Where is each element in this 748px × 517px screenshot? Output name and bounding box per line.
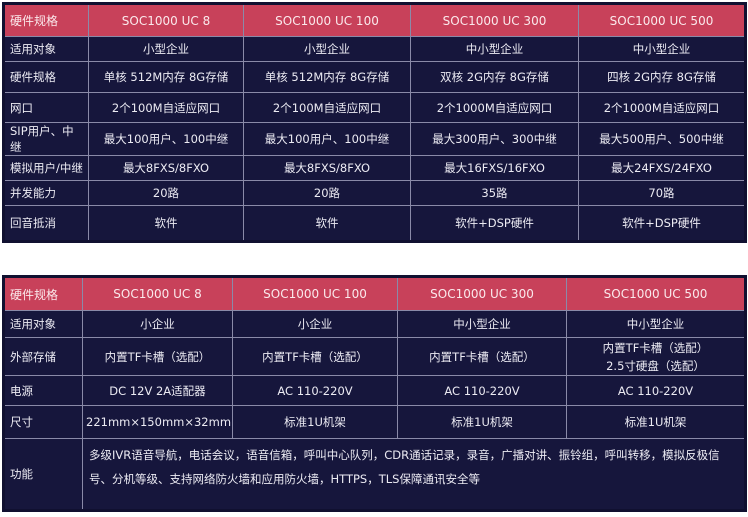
row-value: 中小型企业 bbox=[566, 310, 746, 338]
spec-table-2: 硬件规格 SOC1000 UC 8 SOC1000 UC 100 SOC1000 UC… bbox=[2, 275, 747, 512]
row-value: 20路 bbox=[243, 180, 411, 206]
row-value: 2个1000M自适应网口 bbox=[410, 92, 579, 123]
row-value: 最大100用户、100中继 bbox=[243, 122, 411, 156]
row-value: 单核 512M内存 8G存储 bbox=[88, 61, 244, 93]
function-text: 多级IVR语音导航，电话会议，语音信箱，呼叫中心队列，CDR通话记录，录音，广播… bbox=[82, 438, 746, 511]
row-value: 内置TF卡槽（选配） bbox=[232, 337, 398, 376]
row-value: AC 110-220V bbox=[566, 375, 746, 406]
row-value: 中小型企业 bbox=[578, 36, 746, 62]
row-label: 网口 bbox=[3, 92, 89, 123]
row-label: 回音抵消 bbox=[3, 205, 89, 242]
row-value: 软件 bbox=[243, 205, 411, 242]
row-value: 中小型企业 bbox=[397, 310, 567, 338]
row-value: 最大8FXS/8FXO bbox=[243, 155, 411, 181]
table-row: 回音抵消 软件 软件 软件+DSP硬件 软件+DSP硬件 bbox=[3, 205, 746, 242]
header-row: 硬件规格 SOC1000 UC 8 SOC1000 UC 100 SOC1000 UC… bbox=[3, 276, 746, 311]
row-value: 最大100用户、100中继 bbox=[88, 122, 244, 156]
row-value: 内置TF卡槽（选配） 2.5寸硬盘（选配） bbox=[566, 337, 746, 376]
table-row: 网口 2个100M自适应网口 2个100M自适应网口 2个1000M自适应网口 2个10… bbox=[3, 92, 746, 123]
row-value: 小型企业 bbox=[88, 36, 244, 62]
row-value: 2个100M自适应网口 bbox=[243, 92, 411, 123]
row-label: 尺寸 bbox=[3, 405, 83, 439]
row-value: 2个100M自适应网口 bbox=[88, 92, 244, 123]
row-value: 双核 2G内存 8G存储 bbox=[410, 61, 579, 93]
header-model: SOC1000 UC 100 bbox=[232, 276, 398, 311]
row-value: 标准1U机架 bbox=[566, 405, 746, 439]
row-value: 小企业 bbox=[82, 310, 233, 338]
row-value: DC 12V 2A适配器 bbox=[82, 375, 233, 406]
row-value: 软件 bbox=[88, 205, 244, 242]
row-value: 最大300用户、300中继 bbox=[410, 122, 579, 156]
row-value: 35路 bbox=[410, 180, 579, 206]
header-model: SOC1000 UC 100 bbox=[243, 3, 411, 37]
row-value: 最大8FXS/8FXO bbox=[88, 155, 244, 181]
header-label: 硬件规格 bbox=[3, 276, 83, 311]
row-value: 标准1U机架 bbox=[397, 405, 567, 439]
row-label: 电源 bbox=[3, 375, 83, 406]
row-label: 功能 bbox=[3, 438, 83, 511]
row-value: 小企业 bbox=[232, 310, 398, 338]
row-label: 外部存储 bbox=[3, 337, 83, 376]
function-row: 功能 多级IVR语音导航，电话会议，语音信箱，呼叫中心队列，CDR通话记录，录音，… bbox=[3, 438, 746, 511]
row-value: 软件+DSP硬件 bbox=[578, 205, 746, 242]
storage-option: 内置TF卡槽（选配） bbox=[602, 340, 709, 355]
table-row: 并发能力 20路 20路 35路 70路 bbox=[3, 180, 746, 206]
row-label: 模拟用户/中继 bbox=[3, 155, 89, 181]
header-model: SOC1000 UC 300 bbox=[410, 3, 579, 37]
table-row: 尺寸 221mm×150mm×32mm 标准1U机架 标准1U机架 标准1U机架 bbox=[3, 405, 746, 439]
row-label: SIP用户、中继 bbox=[3, 122, 89, 156]
row-value: 最大24FXS/24FXO bbox=[578, 155, 746, 181]
spec-table-1: 硬件规格 SOC1000 UC 8 SOC1000 UC 100 SOC1000 UC… bbox=[2, 2, 747, 243]
row-label: 适用对象 bbox=[3, 310, 83, 338]
header-row: 硬件规格 SOC1000 UC 8 SOC1000 UC 100 SOC1000 UC… bbox=[3, 3, 746, 37]
table-row: 外部存储 内置TF卡槽（选配） 内置TF卡槽（选配） 内置TF卡槽（选配） 内置TF卡槽… bbox=[3, 337, 746, 376]
header-model: SOC1000 UC 500 bbox=[566, 276, 746, 311]
header-model: SOC1000 UC 500 bbox=[578, 3, 746, 37]
row-label: 并发能力 bbox=[3, 180, 89, 206]
row-value: 2个1000M自适应网口 bbox=[578, 92, 746, 123]
row-value: AC 110-220V bbox=[397, 375, 567, 406]
header-model: SOC1000 UC 8 bbox=[88, 3, 244, 37]
row-value: 四核 2G内存 8G存储 bbox=[578, 61, 746, 93]
row-label: 硬件规格 bbox=[3, 61, 89, 93]
row-value: 标准1U机架 bbox=[232, 405, 398, 439]
row-value: 软件+DSP硬件 bbox=[410, 205, 579, 242]
table-row: 适用对象 小型企业 小型企业 中小型企业 中小型企业 bbox=[3, 36, 746, 62]
row-value: 221mm×150mm×32mm bbox=[82, 405, 233, 439]
row-value: AC 110-220V bbox=[232, 375, 398, 406]
row-value: 中小型企业 bbox=[410, 36, 579, 62]
row-value: 单核 512M内存 8G存储 bbox=[243, 61, 411, 93]
table-row: SIP用户、中继 最大100用户、100中继 最大100用户、100中继 最大300用… bbox=[3, 122, 746, 156]
table-row: 模拟用户/中继 最大8FXS/8FXO 最大8FXS/8FXO 最大16FXS/16F… bbox=[3, 155, 746, 181]
row-value: 20路 bbox=[88, 180, 244, 206]
table-row: 硬件规格 单核 512M内存 8G存储 单核 512M内存 8G存储 双核 2G内存 … bbox=[3, 61, 746, 93]
row-value: 内置TF卡槽（选配） bbox=[397, 337, 567, 376]
table-row: 适用对象 小企业 小企业 中小型企业 中小型企业 bbox=[3, 310, 746, 338]
storage-option-extra: 2.5寸硬盘（选配） bbox=[606, 358, 705, 373]
row-label: 适用对象 bbox=[3, 36, 89, 62]
table-row: 电源 DC 12V 2A适配器 AC 110-220V AC 110-220V AC 1… bbox=[3, 375, 746, 406]
row-value: 小型企业 bbox=[243, 36, 411, 62]
header-label: 硬件规格 bbox=[3, 3, 89, 37]
row-value: 70路 bbox=[578, 180, 746, 206]
row-value: 内置TF卡槽（选配） bbox=[82, 337, 233, 376]
header-model: SOC1000 UC 8 bbox=[82, 276, 233, 311]
row-value: 最大16FXS/16FXO bbox=[410, 155, 579, 181]
row-value: 最大500用户、500中继 bbox=[578, 122, 746, 156]
header-model: SOC1000 UC 300 bbox=[397, 276, 567, 311]
